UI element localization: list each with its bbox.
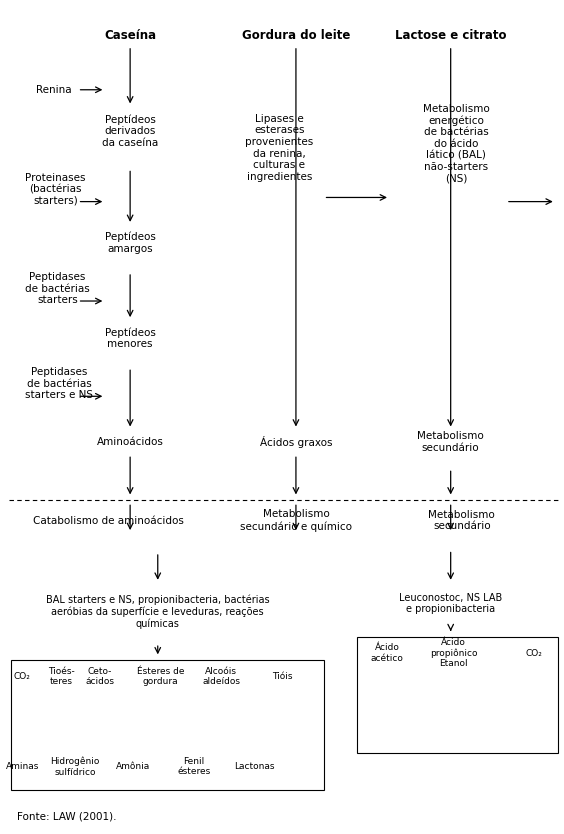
Text: Metabolismo
secundário: Metabolismo secundário [417,431,484,453]
Text: Leuconostoc, NS LAB
e propionibacteria: Leuconostoc, NS LAB e propionibacteria [399,593,503,614]
Text: Metabolismo
secundário: Metabolismo secundário [429,510,495,531]
Text: Metabolismo
energético
de bactérias
do ácido
lático (BAL)
não-starters
(NS): Metabolismo energético de bactérias do á… [423,103,490,183]
Text: Peptidases
de bactérias
starters: Peptidases de bactérias starters [25,272,90,305]
Text: Ésteres de
gordura: Ésteres de gordura [137,666,184,686]
Text: Aminas: Aminas [6,762,39,771]
Text: Alcoóis
aldeídos: Alcoóis aldeídos [202,666,240,686]
Text: CO₂: CO₂ [14,672,31,681]
Text: Metabolismo
secundário e químico: Metabolismo secundário e químico [240,510,352,531]
Text: Lactonas: Lactonas [234,762,275,771]
Text: Tióis: Tióis [272,672,292,681]
Text: Lipases e
esterases
provenientes
da renina,
culturas e
ingredientes: Lipases e esterases provenientes da reni… [245,113,314,182]
Text: Ceto-
ácidos: Ceto- ácidos [85,666,114,686]
Text: Ácido
propiônico
Etanol: Ácido propiônico Etanol [430,638,477,668]
Text: Catabolismo de aminoácidos: Catabolismo de aminoácidos [33,515,183,525]
Text: Caseína: Caseína [104,29,156,43]
Bar [11,660,324,790]
Text: Peptídeos
derivados
da caseína: Peptídeos derivados da caseína [102,114,158,148]
Text: Gordura do leite: Gordura do leite [242,29,350,43]
Text: Proteinases
(bactérias
starters): Proteinases (bactérias starters) [25,173,86,206]
Text: BAL starters e NS, propionibacteria, bactérias
aeróbias da superfície e levedura: BAL starters e NS, propionibacteria, bac… [46,595,270,629]
Text: Fonte: LAW (2001).: Fonte: LAW (2001). [17,811,116,821]
Text: Renina: Renina [36,85,72,95]
Text: Ácidos graxos: Ácidos graxos [259,436,332,448]
Text: Peptídeos
menores: Peptídeos menores [105,327,156,349]
Text: Peptídeos
amargos: Peptídeos amargos [105,232,156,254]
Text: Hidrogênio
sulfídrico: Hidrogênio sulfídrico [50,756,100,776]
Text: Ácido
acético: Ácido acético [371,643,404,663]
Text: Fenil
ésteres: Fenil ésteres [177,757,210,776]
Text: Amônia: Amônia [116,762,150,771]
Text: Tioés-
teres: Tioés- teres [48,666,74,686]
Text: Aminoácidos: Aminoácidos [96,437,164,447]
Text: Peptidases
de bactérias
starters e NS: Peptidases de bactérias starters e NS [25,367,93,400]
Text: CO₂: CO₂ [525,649,542,657]
Bar [356,636,558,752]
Text: Lactose e citrato: Lactose e citrato [395,29,506,43]
